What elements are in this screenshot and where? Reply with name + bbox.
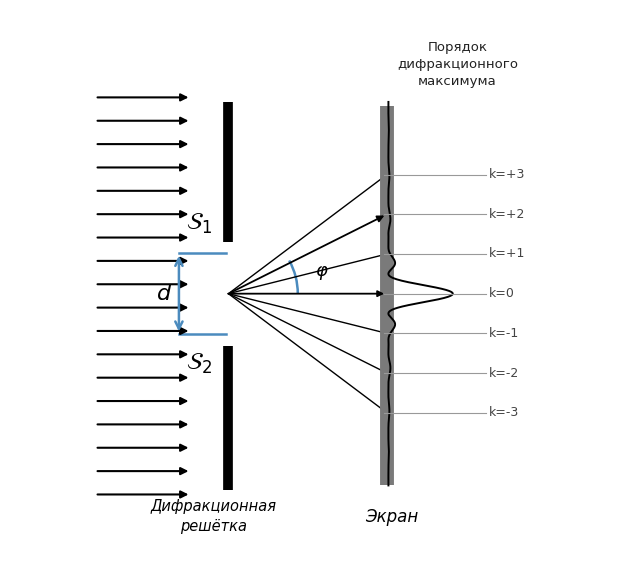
Text: k=-2: k=-2 [488,367,519,380]
Text: $d$: $d$ [156,284,172,304]
Text: $\mathcal{S}_2$: $\mathcal{S}_2$ [186,352,212,376]
Text: k=+1: k=+1 [488,247,525,260]
Text: Порядок
дифракционного
максимума: Порядок дифракционного максимума [397,42,518,88]
Text: Дифракционная
решётка: Дифракционная решётка [151,499,277,534]
Text: k=-1: k=-1 [488,327,519,340]
Text: $\varphi$: $\varphi$ [315,264,329,281]
Text: k=+3: k=+3 [488,168,525,181]
Text: k=+2: k=+2 [488,208,525,221]
Text: k=0: k=0 [488,287,514,300]
Text: Экран: Экран [366,508,419,526]
Text: $\mathcal{S}_1$: $\mathcal{S}_1$ [186,212,212,236]
Text: k=-3: k=-3 [488,406,519,420]
